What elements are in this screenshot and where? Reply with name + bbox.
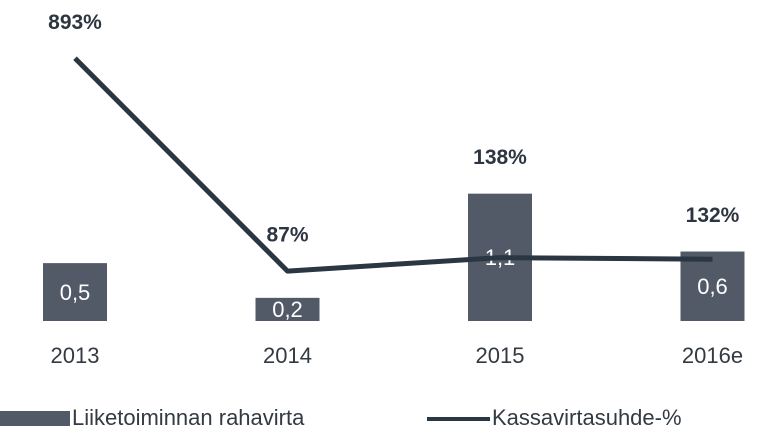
x-tick-label: 2015	[476, 343, 525, 368]
legend-swatch	[0, 411, 70, 426]
line-label: 138%	[473, 146, 527, 169]
x-tick-label: 2016e	[682, 343, 743, 368]
x-tick-label: 2013	[51, 343, 100, 368]
line	[73, 56, 713, 274]
bar	[255, 297, 320, 321]
bar	[43, 263, 107, 321]
bar-label: 0,2	[272, 297, 303, 322]
bar-label: 0,6	[697, 274, 728, 299]
bar	[680, 251, 745, 321]
line-label: 132%	[686, 204, 740, 227]
x-tick-label: 2014	[263, 343, 312, 368]
legend-label: Kassavirtasuhde-%	[492, 405, 682, 430]
bar-label: 0,5	[60, 280, 91, 305]
line-label: 893%	[48, 11, 102, 34]
line-label: 87%	[266, 224, 308, 247]
legend-label: Liiketoiminnan rahavirta	[72, 405, 305, 430]
